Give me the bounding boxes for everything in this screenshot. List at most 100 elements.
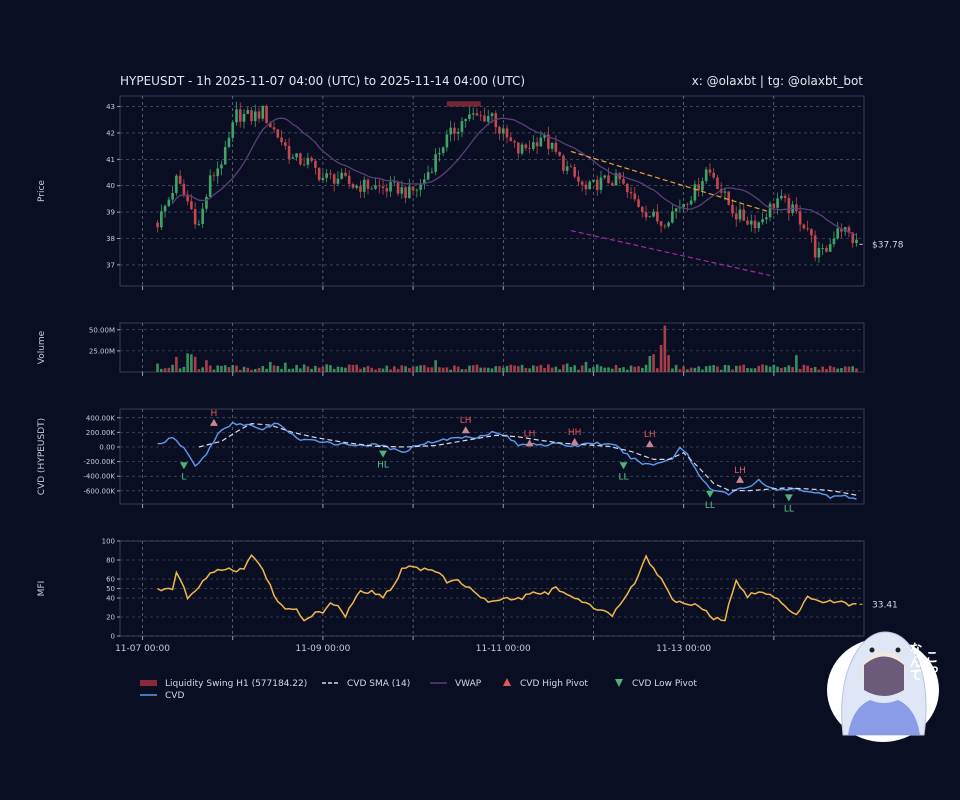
volume-bar bbox=[272, 365, 276, 372]
x-tick-label: 11-09 00:00 bbox=[295, 644, 350, 654]
candle-body bbox=[633, 193, 637, 200]
volume-bar bbox=[246, 367, 250, 372]
candle-body bbox=[629, 192, 633, 194]
volume-bar bbox=[840, 367, 843, 372]
candle-body bbox=[438, 152, 441, 155]
candle-body bbox=[757, 222, 761, 229]
chart-credit: x: @olaxbt | tg: @olaxbt_bot bbox=[692, 74, 864, 88]
candle-body bbox=[223, 146, 227, 165]
candle-body bbox=[389, 181, 392, 192]
candle-body bbox=[302, 164, 306, 166]
resistance-trendline bbox=[570, 150, 771, 213]
volume-bar bbox=[644, 364, 648, 372]
candle-body bbox=[580, 181, 584, 185]
volume-bar bbox=[479, 367, 483, 372]
candle-body bbox=[509, 137, 513, 142]
vwap-line bbox=[172, 117, 857, 236]
volume-bar bbox=[505, 365, 509, 372]
volume-bar bbox=[299, 368, 302, 372]
x-tick-label: 11-07 00:00 bbox=[115, 644, 170, 654]
candle-body bbox=[599, 177, 603, 190]
candle-body bbox=[471, 113, 475, 115]
volume-bar bbox=[554, 366, 558, 372]
cvd-low-pivot-marker bbox=[379, 450, 388, 458]
candle-body bbox=[689, 200, 693, 205]
candle-body bbox=[325, 173, 328, 178]
volume-bar bbox=[355, 364, 359, 372]
volume-bar bbox=[757, 365, 761, 372]
mfi-ytick-label: 20 bbox=[106, 614, 115, 622]
volume-bar bbox=[603, 367, 607, 372]
candle-body bbox=[558, 151, 561, 156]
candle-body bbox=[393, 181, 396, 183]
price-frame bbox=[119, 95, 865, 287]
volume-bar bbox=[742, 364, 746, 372]
candle-body bbox=[569, 166, 573, 168]
candle-body bbox=[708, 169, 712, 173]
candle-body bbox=[186, 194, 189, 202]
volume-bar bbox=[501, 367, 505, 372]
sticker-text-right: こった! bbox=[923, 650, 938, 695]
volume-bar bbox=[321, 366, 325, 372]
volume-bar bbox=[697, 366, 700, 372]
candle-body bbox=[479, 115, 483, 117]
volume-bar bbox=[415, 366, 419, 372]
candle-body bbox=[701, 181, 704, 191]
volume-bar bbox=[494, 366, 498, 372]
volume-bar bbox=[753, 368, 757, 372]
volume-bar bbox=[453, 365, 456, 372]
volume-bar bbox=[716, 366, 719, 372]
candle-body bbox=[716, 177, 719, 189]
volume-ytick-label: 50.00M bbox=[89, 326, 115, 334]
volume-bar bbox=[625, 369, 629, 372]
volume-bar bbox=[160, 368, 163, 372]
candle-body bbox=[468, 114, 471, 119]
volume-bar bbox=[674, 364, 678, 372]
volume-bar bbox=[719, 369, 723, 372]
candle-body bbox=[483, 115, 486, 122]
candle-body bbox=[562, 155, 565, 171]
volume-bar bbox=[235, 365, 238, 372]
volume-bar bbox=[336, 366, 340, 372]
volume-bar bbox=[156, 363, 159, 372]
cvd-low-pivot-marker bbox=[705, 490, 714, 498]
volume-bar bbox=[344, 367, 347, 372]
candle-body bbox=[543, 134, 546, 138]
volume-bar bbox=[708, 365, 712, 372]
last-price-label: $37.78 bbox=[872, 240, 904, 250]
candle-body bbox=[208, 175, 212, 197]
candle-body bbox=[565, 166, 569, 171]
mascot-sticker: こった! なんて bbox=[827, 631, 939, 742]
volume-bar bbox=[238, 369, 242, 372]
volume-bar bbox=[765, 365, 768, 372]
volume-bar bbox=[396, 369, 400, 372]
candle-body bbox=[637, 199, 640, 208]
candle-body bbox=[697, 184, 700, 191]
volume-bar bbox=[366, 365, 370, 372]
candle-body bbox=[276, 129, 280, 138]
candle-body bbox=[505, 128, 509, 138]
mfi-last-label: 33.41 bbox=[872, 600, 898, 610]
volume-bar bbox=[761, 364, 764, 372]
volume-bar bbox=[806, 365, 809, 372]
volume-bar bbox=[686, 369, 689, 372]
candle-body bbox=[287, 146, 291, 159]
volume-bar bbox=[678, 369, 682, 372]
volume-bar bbox=[517, 366, 520, 372]
candle-body bbox=[836, 228, 839, 239]
candle-body bbox=[231, 122, 235, 138]
volume-bar bbox=[550, 367, 554, 372]
volume-bar bbox=[385, 365, 389, 372]
candle-body bbox=[156, 222, 159, 228]
volume-bar bbox=[359, 368, 362, 372]
volume-bar bbox=[468, 365, 471, 372]
volume-bar bbox=[314, 365, 317, 372]
cvd-high-pivot-marker bbox=[209, 418, 218, 426]
cvd-pivot-label: LL bbox=[705, 501, 715, 511]
cvd-pivot-label: LH bbox=[734, 466, 746, 476]
candle-body bbox=[656, 211, 659, 222]
candle-body bbox=[686, 203, 689, 205]
volume-bar bbox=[490, 368, 494, 372]
candle-body bbox=[351, 184, 355, 188]
